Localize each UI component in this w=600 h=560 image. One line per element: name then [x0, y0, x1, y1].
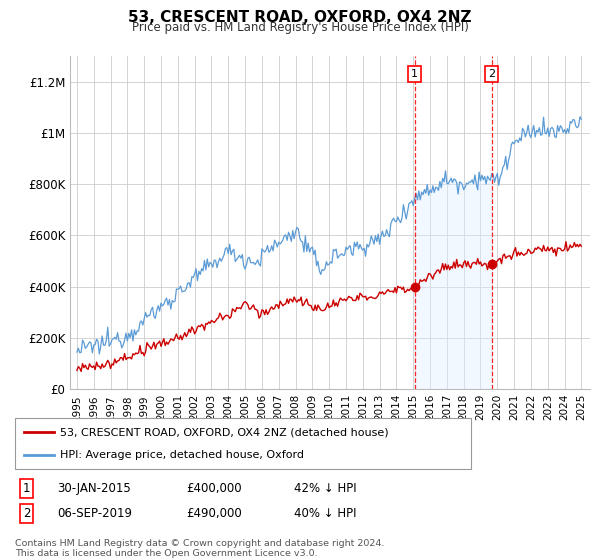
Text: Price paid vs. HM Land Registry's House Price Index (HPI): Price paid vs. HM Land Registry's House …: [131, 21, 469, 34]
Text: 40% ↓ HPI: 40% ↓ HPI: [294, 507, 356, 520]
Text: HPI: Average price, detached house, Oxford: HPI: Average price, detached house, Oxfo…: [60, 450, 304, 460]
Text: 42% ↓ HPI: 42% ↓ HPI: [294, 482, 356, 495]
Text: £400,000: £400,000: [186, 482, 242, 495]
Text: 30-JAN-2015: 30-JAN-2015: [57, 482, 131, 495]
Text: 2: 2: [23, 507, 30, 520]
Text: 1: 1: [411, 69, 418, 79]
Text: Contains HM Land Registry data © Crown copyright and database right 2024.
This d: Contains HM Land Registry data © Crown c…: [15, 539, 385, 558]
Text: 2: 2: [488, 69, 496, 79]
Text: 1: 1: [23, 482, 30, 495]
Text: 53, CRESCENT ROAD, OXFORD, OX4 2NZ: 53, CRESCENT ROAD, OXFORD, OX4 2NZ: [128, 10, 472, 25]
Text: 53, CRESCENT ROAD, OXFORD, OX4 2NZ (detached house): 53, CRESCENT ROAD, OXFORD, OX4 2NZ (deta…: [60, 427, 389, 437]
Text: £490,000: £490,000: [186, 507, 242, 520]
Text: 06-SEP-2019: 06-SEP-2019: [57, 507, 132, 520]
